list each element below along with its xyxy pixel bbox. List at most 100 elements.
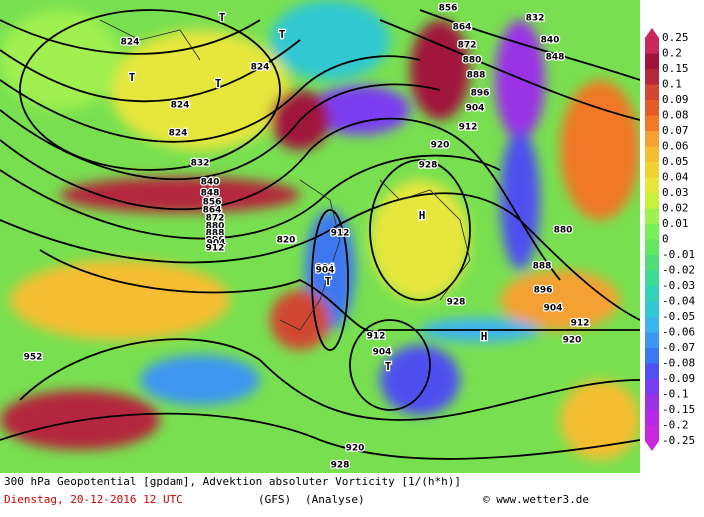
colorbar-label: 0.25 bbox=[662, 31, 689, 44]
contour-label: 856 bbox=[203, 198, 222, 208]
colorbar-segment bbox=[645, 317, 659, 333]
contour-label: 872 bbox=[458, 41, 477, 51]
colorbar-segment bbox=[645, 131, 659, 147]
contour-label: 928 bbox=[447, 298, 466, 308]
colorbar-segment bbox=[645, 84, 659, 100]
contour-label: 880 bbox=[554, 226, 573, 236]
contour-label: 896 bbox=[471, 89, 490, 99]
colorbar-segment bbox=[645, 38, 659, 54]
colorbar-label: 0.01 bbox=[662, 217, 689, 230]
caption-run: (Analyse) bbox=[305, 493, 365, 506]
colorbar-label: -0.03 bbox=[662, 279, 695, 292]
colorbar-segment bbox=[645, 394, 659, 410]
contour-label: 864 bbox=[203, 206, 222, 216]
colorbar-segment bbox=[645, 270, 659, 286]
colorbar-segment bbox=[645, 115, 659, 131]
pressure-center: T bbox=[219, 11, 226, 24]
contour-label: 872 bbox=[206, 214, 225, 224]
contour-label: 904 bbox=[373, 348, 392, 358]
contour-label: 920 bbox=[346, 444, 365, 454]
contour-label: 912 bbox=[206, 244, 225, 254]
caption-model: (GFS) bbox=[258, 493, 291, 506]
colorbar-segment bbox=[645, 301, 659, 317]
colorbar-segment bbox=[645, 146, 659, 162]
caption-date: Dienstag, 20-12-2016 12 UTC bbox=[4, 493, 183, 506]
colorbar-segment bbox=[645, 425, 659, 441]
colorbar-segment bbox=[645, 177, 659, 193]
contour-label: 888 bbox=[467, 71, 486, 81]
contour-label: 904 bbox=[207, 239, 226, 249]
contour-label: 896 bbox=[206, 236, 225, 246]
pressure-center: T bbox=[129, 71, 136, 84]
caption-title: 300 hPa Geopotential [gpdam], Advektion … bbox=[4, 475, 461, 488]
colorbar-segment bbox=[645, 53, 659, 69]
map bbox=[0, 0, 640, 473]
colorbar-segment bbox=[645, 348, 659, 364]
colorbar-label: -0.2 bbox=[662, 419, 689, 432]
contour-label: 888 bbox=[533, 262, 552, 272]
contour-label: 952 bbox=[24, 353, 43, 363]
contour-label: 848 bbox=[546, 53, 565, 63]
colorbar-segment bbox=[645, 69, 659, 85]
colorbar-label: -0.05 bbox=[662, 310, 695, 323]
colorbar-label: -0.08 bbox=[662, 357, 695, 370]
colorbar-segment bbox=[645, 255, 659, 271]
colorbar-label: -0.04 bbox=[662, 295, 695, 308]
contour-label: 880 bbox=[463, 56, 482, 66]
contour-label: 824 bbox=[121, 38, 140, 48]
colorbar-label: 0.15 bbox=[662, 62, 689, 75]
colorbar-segment bbox=[645, 208, 659, 224]
contour-label: 912 bbox=[367, 332, 386, 342]
colorbar-segment bbox=[645, 363, 659, 379]
contour-label: 888 bbox=[206, 229, 225, 239]
contour-label: 840 bbox=[201, 178, 220, 188]
contour-label: 840 bbox=[541, 36, 560, 46]
colorbar-label: 0.04 bbox=[662, 171, 689, 184]
caption-credit: © www.wetter3.de bbox=[483, 493, 589, 506]
contour-label: 824 bbox=[171, 101, 190, 111]
contour-label: 904 bbox=[544, 304, 563, 314]
pressure-center: T bbox=[385, 360, 392, 373]
colorbar-label: 0.03 bbox=[662, 186, 689, 199]
colorbar-label: -0.01 bbox=[662, 248, 695, 261]
pressure-center: T bbox=[279, 28, 286, 41]
pressure-center: H bbox=[419, 209, 426, 222]
colorbar-label: 0 bbox=[662, 233, 669, 246]
contour-label: 928 bbox=[419, 161, 438, 171]
contour-label: 896 bbox=[534, 286, 553, 296]
colorbar-label: -0.02 bbox=[662, 264, 695, 277]
contour-label: 912 bbox=[571, 319, 590, 329]
colorbar: 0.25 0.2 0.15 0.1 0.09 0.08 0.07 0.06 0.05 0.04 0.… bbox=[645, 28, 695, 451]
colorbar-segment bbox=[645, 239, 659, 255]
colorbar-label: -0.15 bbox=[662, 403, 695, 416]
pressure-center: T bbox=[325, 275, 332, 288]
contour-label: 904 bbox=[466, 104, 485, 114]
colorbar-label: 0.2 bbox=[662, 47, 682, 60]
contour-label: 856 bbox=[439, 4, 458, 14]
contour-label: 864 bbox=[453, 23, 472, 33]
colorbar-segment bbox=[645, 100, 659, 116]
contour-label: 824 bbox=[251, 63, 270, 73]
contour-label: 880 bbox=[206, 222, 225, 232]
colorbar-label: 0.05 bbox=[662, 155, 689, 168]
colorbar-arrow-top bbox=[645, 28, 659, 38]
colorbar-arrow-bottom bbox=[645, 441, 659, 451]
colorbar-segment bbox=[645, 332, 659, 348]
colorbar-segment bbox=[645, 379, 659, 395]
colorbar-label: 0.07 bbox=[662, 124, 689, 137]
colorbar-segment bbox=[645, 193, 659, 209]
colorbar-segment bbox=[645, 286, 659, 302]
contour-label: 832 bbox=[191, 159, 210, 169]
colorbar-label: -0.09 bbox=[662, 372, 695, 385]
colorbar-label: -0.1 bbox=[662, 388, 689, 401]
contour-label: 824 bbox=[169, 129, 188, 139]
colorbar-label: 0.06 bbox=[662, 140, 689, 153]
colorbar-label: 0.08 bbox=[662, 109, 689, 122]
contour-label: 912 bbox=[459, 123, 478, 133]
colorbar-label: 0.09 bbox=[662, 93, 689, 106]
colorbar-segment bbox=[645, 410, 659, 426]
contour-label: 832 bbox=[526, 14, 545, 24]
colorbar-label: -0.25 bbox=[662, 434, 695, 447]
contour-label: 848 bbox=[201, 189, 220, 199]
